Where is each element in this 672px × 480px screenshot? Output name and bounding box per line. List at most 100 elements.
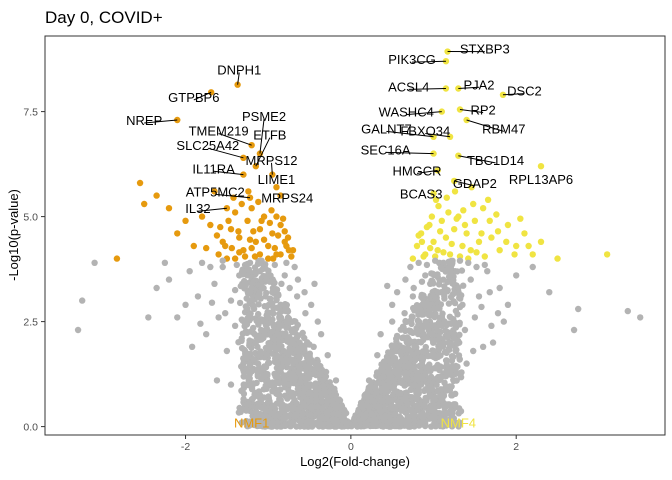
ns-point: [442, 327, 449, 334]
ns-point: [245, 376, 252, 383]
point-nmf4: [430, 190, 437, 197]
ns-point: [444, 421, 452, 428]
ns-point: [256, 349, 264, 356]
leader-line: [144, 119, 178, 124]
ns-point: [251, 416, 258, 423]
ns-point: [456, 355, 463, 363]
point-nmf1: [231, 209, 239, 216]
point-nmf1: [279, 215, 287, 222]
point-ns: [422, 272, 429, 279]
ns-point: [453, 346, 460, 354]
point-ns: [207, 263, 214, 271]
point-nmf1: [136, 179, 144, 187]
ns-point: [437, 397, 445, 404]
point-nmf1: [265, 242, 272, 250]
x-axis: -2 0 2: [181, 435, 519, 453]
point-nmf4: [456, 106, 464, 113]
ns-point: [246, 418, 253, 425]
point-ns: [203, 331, 210, 338]
point-ns: [402, 276, 409, 283]
point-ns: [194, 293, 202, 300]
point-nmf4: [537, 163, 545, 170]
point-nmf1: [248, 244, 255, 252]
ns-point: [287, 347, 294, 354]
ns-point: [430, 338, 437, 346]
point-ns: [438, 314, 445, 321]
ns-point: [413, 376, 420, 384]
ns-point: [251, 421, 258, 429]
gene-label: DSC2: [507, 84, 542, 99]
point-nmf4: [471, 217, 479, 224]
ns-point: [413, 369, 421, 376]
ns-point: [235, 409, 243, 416]
ns-point: [451, 402, 459, 410]
leader-line: [386, 130, 434, 138]
ns-point: [437, 422, 444, 430]
point-nmf1: [277, 192, 284, 199]
point-ns: [161, 259, 169, 266]
ns-point: [284, 360, 291, 367]
point-ns: [389, 318, 396, 325]
ns-point: [260, 365, 268, 372]
point-ns: [426, 301, 433, 308]
point-nmf4: [459, 242, 466, 250]
point-ns: [422, 398, 429, 405]
ns-point: [326, 423, 334, 430]
x-tick-label: -2: [181, 441, 190, 453]
point-nmf4: [463, 230, 470, 237]
leader-line: [458, 86, 480, 89]
leader-line: [193, 91, 212, 101]
point-ns: [243, 295, 250, 302]
leader-line: [255, 137, 271, 167]
leader-line: [218, 133, 252, 146]
ns-point: [423, 364, 430, 371]
point-nmf1: [250, 228, 257, 235]
point-nmf4: [435, 202, 442, 210]
point-ns: [368, 410, 375, 418]
ns-point: [242, 328, 250, 335]
point-ns: [370, 398, 378, 405]
point-nmf4: [427, 244, 434, 252]
point-ns: [430, 352, 437, 359]
point-ns: [223, 347, 231, 355]
point-ns: [481, 261, 488, 269]
ns-point: [388, 349, 395, 357]
point-ns: [197, 320, 204, 327]
leader-line: [406, 111, 442, 116]
point-nmf1: [203, 244, 210, 252]
point-nmf1: [217, 223, 224, 231]
ns-point: [255, 310, 262, 318]
point-ns: [376, 406, 383, 413]
point-nmf4: [415, 232, 422, 239]
point-nmf1: [231, 255, 239, 262]
leader-line: [466, 119, 504, 132]
ns-point: [411, 343, 418, 350]
gene-label: ETFB: [253, 128, 286, 143]
gene-label: NREP: [126, 113, 162, 128]
ns-point: [452, 390, 459, 397]
point-ns: [418, 278, 426, 285]
point-nmf1: [113, 255, 121, 262]
leader-line: [215, 193, 251, 199]
plot-panel: [44, 35, 666, 436]
ns-point: [329, 415, 337, 423]
point-nmf1: [252, 238, 259, 245]
point-ns: [364, 402, 371, 409]
ns-point: [432, 422, 439, 430]
point-nmf4: [479, 205, 487, 212]
leader-line: [271, 162, 273, 175]
gene-label: WASHC4: [379, 105, 434, 120]
ns-point: [308, 403, 315, 411]
ns-point: [420, 292, 427, 299]
point-nmf1: [269, 255, 277, 262]
point-ns: [624, 307, 631, 315]
ns-point: [408, 313, 416, 320]
point-ns: [273, 352, 280, 359]
ns-point: [449, 410, 456, 417]
point-nmf4: [503, 238, 510, 245]
gene-label: GALNT7: [361, 121, 412, 136]
point-ns: [461, 326, 469, 334]
ns-point: [420, 412, 428, 419]
point-ns: [274, 331, 282, 338]
point-ns: [238, 335, 245, 342]
